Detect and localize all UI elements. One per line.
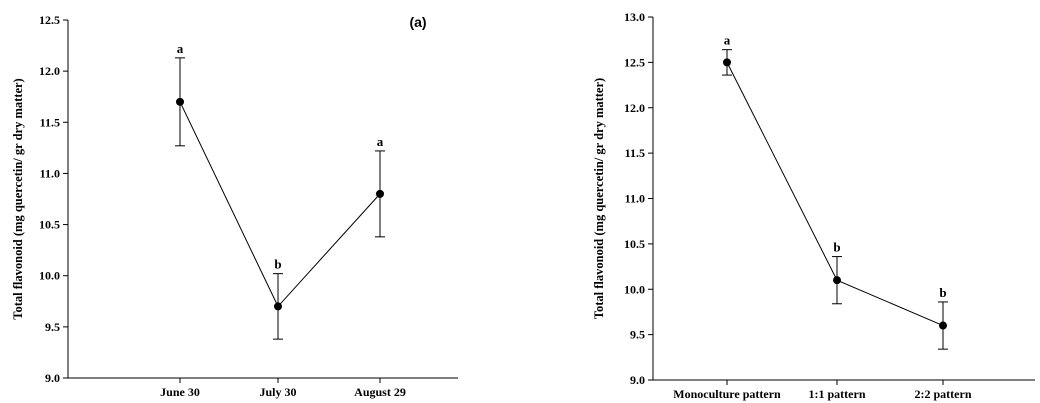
chart-a-y-tick-label: 11.0 [40, 166, 60, 180]
chart-b: 9.0 9.5 10.0 10.5 11.0 11.5 12.0 12.5 13.0 Monocu… [592, 10, 1035, 401]
chart-a-data-point [376, 189, 384, 198]
chart-a-y-tick-label: 9.5 [45, 320, 60, 334]
chart-b-y-tick-label: 13.0 [624, 10, 645, 24]
chart-b-series-line [726, 62, 944, 327]
chart-b-significance-letter: b [939, 285, 946, 300]
chart-a-x-tick-label: June 30 [160, 385, 200, 399]
chart-a-x-tick-label: August 29 [354, 385, 406, 399]
chart-a-y-tick-label: 10.5 [39, 218, 60, 232]
chart-b-x-tick-label: Monoculture pattern [673, 387, 781, 401]
chart-a-significance-letter: a [177, 41, 184, 56]
chart-b-y-tick-label: 11.5 [625, 146, 645, 160]
chart-a-y-tick-label: 10.0 [39, 269, 60, 283]
chart-b-data-point [939, 321, 947, 330]
chart-b-y-tick-label: 12.0 [624, 101, 645, 115]
chart-b-data-point [723, 58, 731, 67]
chart-a-y-tick-label: 12.0 [39, 64, 60, 78]
chart-a-x-tick-label: July 30 [259, 385, 296, 399]
chart-b-y-tick-label: 10.0 [624, 282, 645, 296]
chart-b-y-tick-label: 11.0 [625, 192, 645, 206]
chart-b-y-tick-label: 9.5 [630, 328, 645, 342]
chart-b-y-tick-label: 9.0 [630, 373, 645, 387]
chart-a-data-point [176, 97, 184, 106]
chart-b-significance-letter: a [724, 33, 731, 48]
chart-a-y-tick-label: 11.5 [40, 115, 60, 129]
chart-b-significance-letter: b [833, 240, 840, 255]
chart-a-y-axis-title: Total flavonoid (mg quercetin/ gr dry ma… [11, 78, 25, 319]
chart-b-x-tick-label: 1:1 pattern [809, 387, 866, 401]
chart-a-y-tick-label: 12.5 [39, 13, 60, 27]
chart-a-panel-label: (a) [409, 14, 426, 30]
chart-a-y-tick-label: 9.0 [45, 371, 60, 385]
chart-b-y-tick-label: 10.5 [624, 237, 645, 251]
chart-a: 9.0 9.5 10.0 10.5 11.0 11.5 12.0 12.5 June 30 Jul… [11, 13, 458, 399]
chart-b-y-tick-label: 12.5 [624, 55, 645, 69]
chart-a-series-line [179, 101, 381, 308]
chart-a-significance-letter: b [274, 257, 281, 272]
chart-a-data-point [274, 302, 282, 311]
chart-b-x-tick-label: 2:2 pattern [915, 387, 972, 401]
chart-b-data-point [833, 276, 841, 285]
chart-b-y-axis-title: Total flavonoid (mg quercetin/ gr dry ma… [592, 78, 606, 319]
chart-a-significance-letter: a [377, 134, 384, 149]
